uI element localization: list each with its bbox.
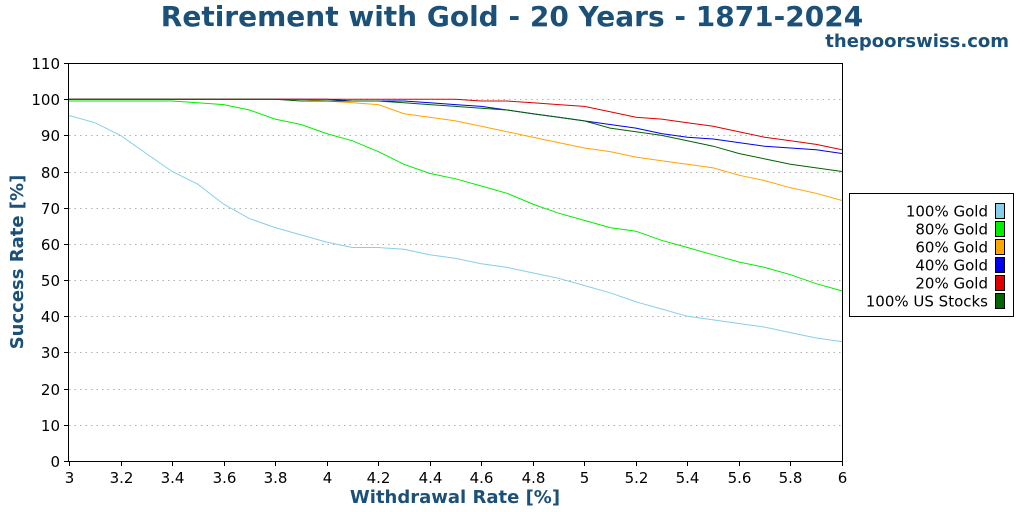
series-line-5	[69, 98, 843, 172]
x-tick-label: 5	[580, 469, 590, 487]
legend-swatch	[995, 203, 1005, 219]
x-axis-label: Withdrawal Rate [%]	[350, 487, 560, 508]
x-tick-label: 5.2	[625, 469, 649, 487]
y-tick-label: 50	[41, 272, 60, 290]
chart-source: thepoorswiss.com	[825, 31, 1009, 52]
y-tick-label: 110	[31, 55, 60, 73]
x-tick-label: 3.4	[161, 469, 185, 487]
y-tick-label: 70	[41, 200, 60, 218]
x-tick-label: 4	[323, 469, 333, 487]
x-tick-label: 5.4	[676, 469, 700, 487]
y-tick-label: 100	[31, 91, 60, 109]
series-line-3	[69, 98, 843, 154]
y-tick-label: 90	[41, 127, 60, 145]
x-tick-label: 4.2	[367, 469, 391, 487]
plot-frame	[68, 63, 843, 462]
y-tick-label: 60	[41, 236, 60, 254]
y-tick-label: 80	[41, 164, 60, 182]
legend-swatch	[995, 293, 1005, 309]
legend-swatch	[995, 221, 1005, 237]
x-tick-label: 5.6	[728, 469, 752, 487]
legend-swatch	[995, 239, 1005, 255]
x-tick-label: 4.8	[522, 469, 546, 487]
legend-label: 100% Gold	[906, 203, 988, 221]
chart-title: Retirement with Gold - 20 Years - 1871-2…	[161, 0, 863, 33]
x-tick-label: 5.8	[779, 469, 803, 487]
y-tick-label: 0	[50, 453, 60, 471]
x-tick-label: 3.8	[264, 469, 288, 487]
legend-label: 80% Gold	[915, 221, 988, 239]
legend-swatch	[995, 275, 1005, 291]
legend-swatch	[995, 257, 1005, 273]
y-tick-label: 20	[41, 381, 60, 399]
legend-label: 60% Gold	[915, 239, 988, 257]
x-tick-label: 3	[65, 469, 75, 487]
x-tick-label: 3.6	[213, 469, 237, 487]
grid	[69, 99, 842, 426]
axis-ticks: 0 10 20 30 40 50 60 70 80 90 100 110 3 3.2 3.4 3.6 3.8 4 4…	[31, 55, 847, 487]
legend-label: 40% Gold	[915, 257, 988, 275]
series-line-1	[69, 100, 843, 292]
y-axis-label: Success Rate [%]	[7, 175, 28, 350]
series-lines	[68, 98, 843, 343]
legend-label: 20% Gold	[915, 275, 988, 293]
legend-box	[849, 193, 1014, 317]
y-tick-label: 30	[41, 344, 60, 362]
x-tick-label: 4.4	[419, 469, 443, 487]
x-tick-label: 3.2	[110, 469, 134, 487]
series-line-0	[68, 115, 843, 343]
y-tick-label: 10	[41, 417, 60, 435]
x-tick-label: 4.6	[470, 469, 494, 487]
legend-label: 100% US Stocks	[866, 293, 988, 311]
x-tick-label: 6	[838, 469, 848, 487]
y-tick-label: 40	[41, 308, 60, 326]
